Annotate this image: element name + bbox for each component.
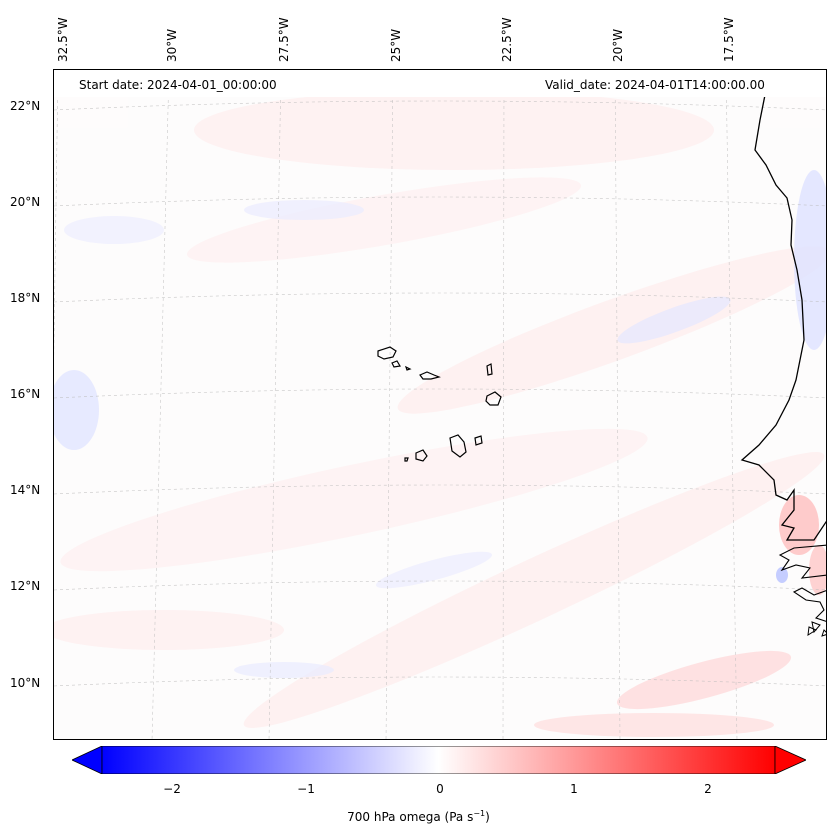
cbar-tick-1: 1 [570,782,578,796]
cbar-tick-minus2: −2 [163,782,181,796]
lat-label-16n: 16°N [10,387,41,401]
cbar-tick-0: 0 [436,782,444,796]
santa-luzia-island [404,365,412,371]
colorbar-extend-min [72,746,103,774]
gambia-coast [778,544,826,579]
maio-island [474,435,483,446]
lon-label-22-5w: 22.5°W [500,17,514,62]
map-panel [53,69,827,740]
guinea-bissau-coast [792,587,826,622]
cbar-tick-minus1: −1 [297,782,315,796]
lat-label-18n: 18°N [10,291,41,305]
start-date-label: Start date: 2024-04-01_00:00:00 [79,78,277,92]
colorbar-extend-max [774,746,806,774]
santo-antao-island [377,346,397,360]
santiago-island [449,434,467,458]
bijagos-islands [807,621,826,637]
lat-label-14n: 14°N [10,483,41,497]
omega-field [54,70,826,739]
colorbar-title-end: ) [485,810,490,824]
sao-vicente-island [391,360,401,368]
colorbar [72,746,806,774]
colorbar-title-main: 700 hPa omega (Pa s [347,810,474,824]
omega-field-map [54,70,826,739]
fogo-island [415,449,428,462]
africa-coastline [740,70,826,541]
sal-island [486,363,493,376]
lat-label-22n: 22°N [10,99,41,113]
lon-label-30w: 30°W [165,28,179,62]
lon-label-32-5w: 32.5°W [56,17,70,62]
lon-label-27-5w: 27.5°W [277,17,291,62]
cbar-tick-2: 2 [704,782,712,796]
colorbar-title: 700 hPa omega (Pa s−1) [0,809,837,824]
lat-label-12n: 12°N [10,579,41,593]
boa-vista-island [485,391,502,406]
brava-island [404,457,409,462]
valid-date-label: Valid_date: 2024-04-01T14:00:00.00 [545,78,765,92]
lat-label-20n: 20°N [10,195,41,209]
lat-label-10n: 10°N [10,676,41,690]
lon-label-20w: 20°W [611,28,625,62]
cape-verde-islands [377,346,502,462]
date-header-strip [54,70,826,97]
lon-label-17-5w: 17.5°W [722,17,736,62]
lon-label-25w: 25°W [389,28,403,62]
colorbar-title-exponent: −1 [473,809,486,818]
sao-nicolau-island [419,371,441,380]
graticule [54,70,826,739]
colorbar-body [101,746,776,774]
